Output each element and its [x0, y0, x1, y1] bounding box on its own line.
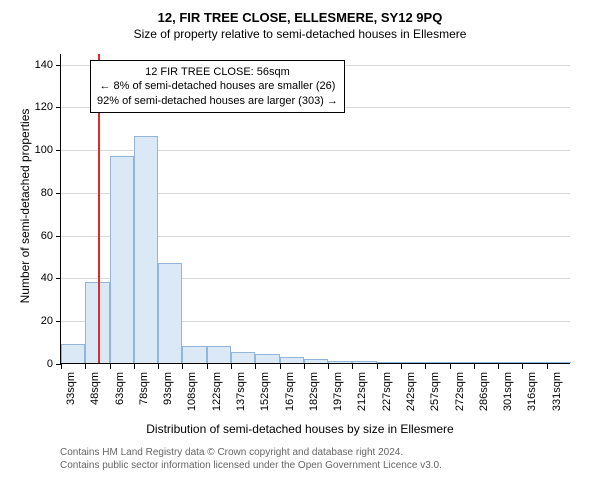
xtick-mark	[352, 364, 353, 369]
histogram-bar	[522, 362, 546, 363]
x-axis-label: Distribution of semi-detached houses by …	[0, 422, 600, 436]
xtick-mark	[304, 364, 305, 369]
histogram-bar	[401, 362, 425, 363]
xtick-mark	[328, 364, 329, 369]
xtick-mark	[231, 364, 232, 369]
xtick-label: 242sqm	[405, 372, 417, 422]
chart-title: 12, FIR TREE CLOSE, ELLESMERE, SY12 9PQ	[0, 0, 600, 27]
ytick-mark	[56, 193, 61, 194]
xtick-label: 316sqm	[526, 372, 538, 422]
ytick-mark	[56, 321, 61, 322]
xtick-mark	[522, 364, 523, 369]
xtick-label: 197sqm	[332, 372, 344, 422]
ytick-label: 140	[23, 59, 53, 71]
histogram-bar	[328, 361, 352, 363]
ytick-label: 0	[23, 358, 53, 370]
xtick-label: 137sqm	[235, 372, 247, 422]
ytick-mark	[56, 236, 61, 237]
annotation-box: 12 FIR TREE CLOSE: 56sqm ← 8% of semi-de…	[90, 60, 345, 113]
xtick-mark	[547, 364, 548, 369]
xtick-mark	[158, 364, 159, 369]
chart-subtitle: Size of property relative to semi-detach…	[0, 27, 600, 43]
xtick-mark	[474, 364, 475, 369]
xtick-label: 167sqm	[284, 372, 296, 422]
ytick-mark	[56, 107, 61, 108]
annotation-line2: ← 8% of semi-detached houses are smaller…	[97, 79, 338, 93]
histogram-bar	[61, 344, 85, 363]
xtick-label: 48sqm	[89, 372, 101, 422]
histogram-bar	[207, 346, 231, 363]
xtick-label: 227sqm	[381, 372, 393, 422]
histogram-bar	[547, 362, 571, 363]
histogram-bar	[134, 136, 158, 363]
histogram-bar	[352, 361, 376, 363]
annotation-line3: 92% of semi-detached houses are larger (…	[97, 94, 338, 108]
footer-line1: Contains HM Land Registry data © Crown c…	[60, 446, 442, 459]
xtick-label: 212sqm	[356, 372, 368, 422]
footer-attribution: Contains HM Land Registry data © Crown c…	[60, 446, 442, 472]
histogram-bar	[474, 362, 498, 363]
xtick-mark	[134, 364, 135, 369]
histogram-bar	[231, 352, 255, 363]
histogram-bar	[377, 362, 401, 363]
histogram-bar	[425, 362, 449, 363]
xtick-mark	[85, 364, 86, 369]
xtick-label: 93sqm	[162, 372, 174, 422]
histogram-bar	[255, 354, 279, 363]
histogram-bar	[182, 346, 206, 363]
xtick-label: 78sqm	[138, 372, 150, 422]
xtick-mark	[498, 364, 499, 369]
histogram-bar	[498, 362, 522, 363]
histogram-bar	[450, 362, 474, 363]
xtick-mark	[255, 364, 256, 369]
annotation-line1: 12 FIR TREE CLOSE: 56sqm	[97, 65, 338, 79]
xtick-label: 122sqm	[211, 372, 223, 422]
chart-container: 12, FIR TREE CLOSE, ELLESMERE, SY12 9PQ …	[0, 0, 600, 500]
xtick-label: 152sqm	[259, 372, 271, 422]
histogram-bar	[158, 263, 182, 363]
ytick-mark	[56, 65, 61, 66]
ytick-mark	[56, 150, 61, 151]
ytick-mark	[56, 278, 61, 279]
xtick-label: 182sqm	[308, 372, 320, 422]
xtick-label: 331sqm	[551, 372, 563, 422]
xtick-mark	[110, 364, 111, 369]
xtick-mark	[61, 364, 62, 369]
xtick-mark	[401, 364, 402, 369]
footer-line2: Contains public sector information licen…	[60, 459, 442, 472]
xtick-mark	[207, 364, 208, 369]
xtick-mark	[182, 364, 183, 369]
histogram-bar	[280, 357, 304, 363]
histogram-bar	[110, 156, 134, 363]
xtick-label: 301sqm	[502, 372, 514, 422]
xtick-label: 286sqm	[478, 372, 490, 422]
xtick-mark	[377, 364, 378, 369]
xtick-label: 272sqm	[454, 372, 466, 422]
xtick-mark	[425, 364, 426, 369]
xtick-label: 108sqm	[186, 372, 198, 422]
histogram-bar	[304, 359, 328, 363]
y-axis-label: Number of semi-detached properties	[18, 76, 32, 336]
xtick-mark	[450, 364, 451, 369]
xtick-label: 63sqm	[114, 372, 126, 422]
xtick-label: 257sqm	[429, 372, 441, 422]
xtick-label: 33sqm	[65, 372, 77, 422]
xtick-mark	[280, 364, 281, 369]
